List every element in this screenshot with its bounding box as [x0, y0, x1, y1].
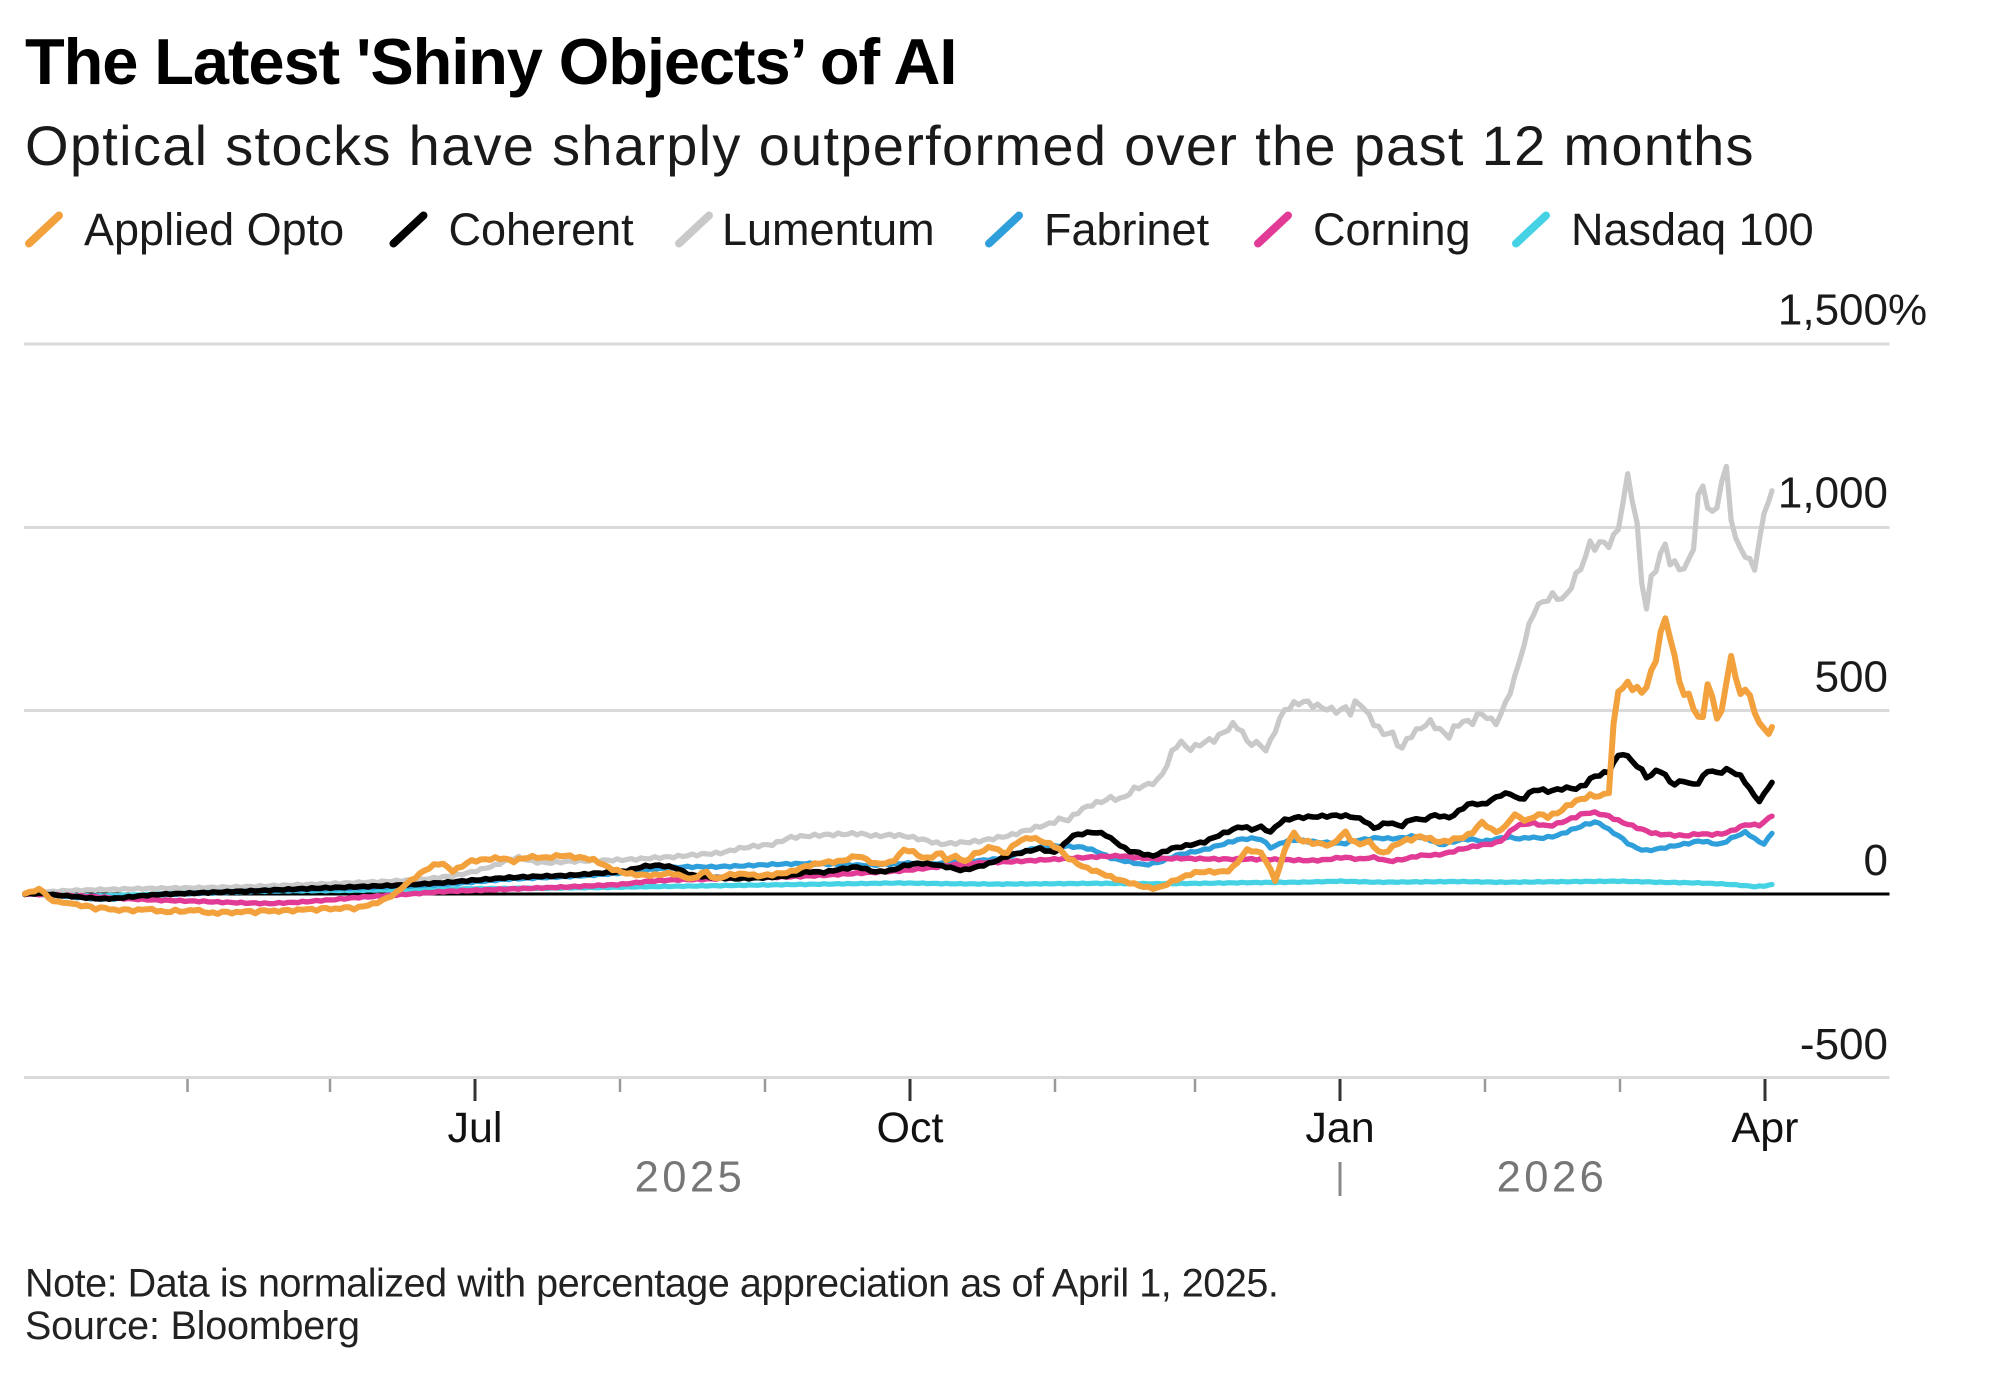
svg-text:Coherent: Coherent	[449, 204, 635, 255]
svg-text:Optical stocks have sharply ou: Optical stocks have sharply outperformed…	[25, 114, 1755, 177]
svg-text:Applied Opto: Applied Opto	[84, 204, 344, 255]
svg-text:2025: 2025	[635, 1154, 746, 1202]
svg-text:Source: Bloomberg: Source: Bloomberg	[25, 1304, 360, 1348]
svg-text:Corning: Corning	[1313, 204, 1471, 255]
svg-text:Oct: Oct	[877, 1104, 944, 1152]
svg-text:Jul: Jul	[448, 1104, 503, 1152]
svg-text:Apr: Apr	[1732, 1104, 1799, 1152]
svg-text:1,500: 1,500	[1778, 286, 1888, 335]
svg-text:0: 0	[1864, 836, 1888, 885]
svg-text:500: 500	[1815, 653, 1888, 702]
svg-text:1,000: 1,000	[1778, 469, 1888, 518]
svg-text:Note: Data is normalized with: Note: Data is normalized with percentage…	[25, 1262, 1278, 1306]
svg-text:Nasdaq 100: Nasdaq 100	[1571, 204, 1814, 255]
svg-text:-500: -500	[1800, 1020, 1888, 1069]
svg-text:%: %	[1888, 286, 1927, 335]
svg-text:2026: 2026	[1497, 1154, 1608, 1202]
svg-text:The Latest 'Shiny Objects’ of: The Latest 'Shiny Objects’ of AI	[25, 25, 956, 98]
svg-text:Lumentum: Lumentum	[722, 204, 935, 255]
svg-text:Jan: Jan	[1305, 1104, 1374, 1152]
svg-text:Fabrinet: Fabrinet	[1044, 204, 1210, 255]
